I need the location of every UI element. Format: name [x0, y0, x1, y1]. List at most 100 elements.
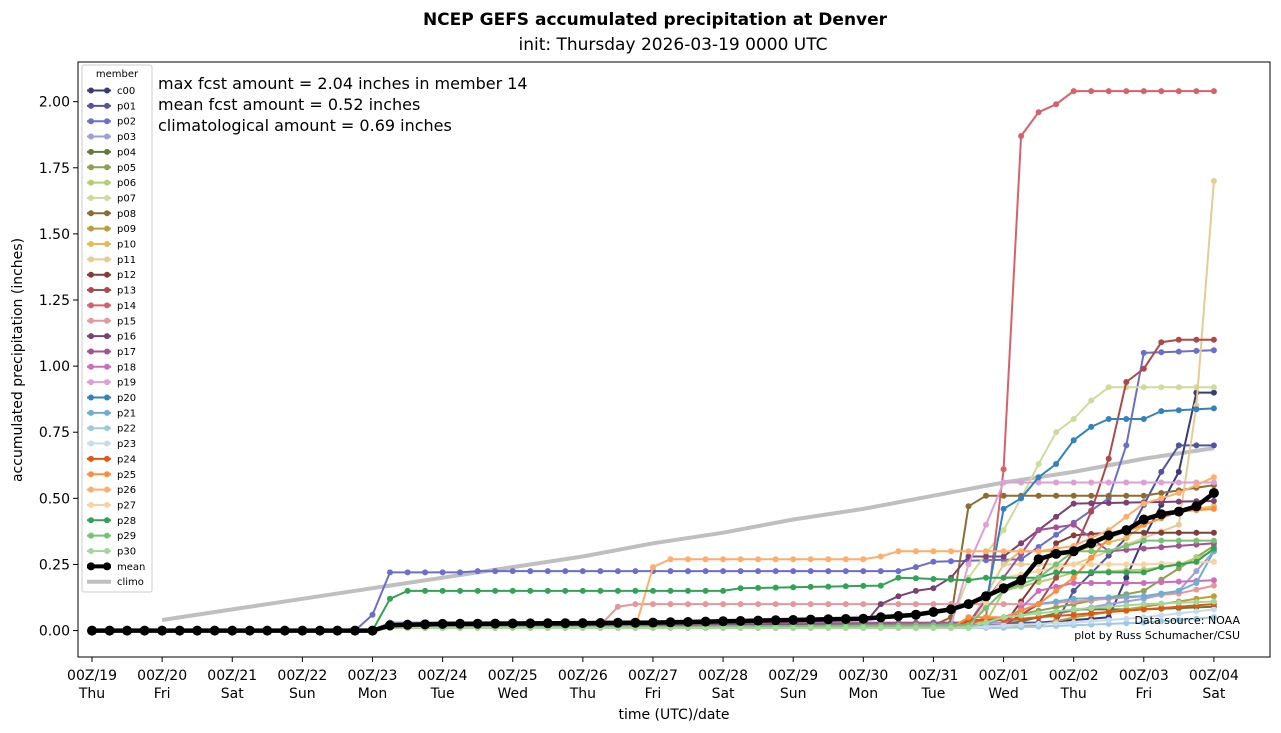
legend-item-p06: p06 [87, 178, 136, 189]
data-point-p13 [1123, 379, 1130, 385]
data-point-mean [630, 617, 641, 628]
data-point-p20 [1035, 474, 1042, 481]
data-point-p08 [1053, 492, 1060, 499]
y-tick-label: 1.25 [39, 293, 70, 309]
data-point-p15 [1193, 586, 1200, 593]
legend-label: c00 [117, 86, 135, 97]
legend-item-climo: climo [87, 577, 144, 588]
data-point-p23 [1053, 620, 1060, 627]
data-point-p02 [755, 568, 762, 575]
data-point-mean [700, 616, 711, 627]
legend-item-p27: p27 [87, 500, 136, 511]
data-point-p19 [1000, 479, 1007, 486]
legend-marker [104, 379, 110, 386]
data-point-p21 [1105, 594, 1112, 601]
series-line-p20 [92, 407, 1214, 632]
legend-label: p15 [117, 316, 136, 327]
data-point-p14 [1123, 88, 1130, 95]
legend-marker [104, 87, 110, 94]
data-point-p19 [1053, 479, 1060, 486]
data-point-mean [174, 625, 185, 636]
data-point-p16 [965, 553, 972, 560]
data-point-p11 [1210, 178, 1217, 184]
data-point-p28 [702, 587, 709, 594]
data-point-p24 [1088, 610, 1095, 617]
data-point-p14 [1175, 88, 1182, 95]
data-point-p02 [1210, 347, 1217, 354]
data-point-p15 [755, 601, 762, 608]
x-tick-date: 00Z/23 [348, 668, 398, 684]
data-point-p30 [1193, 599, 1200, 606]
data-point-mean [1191, 501, 1202, 512]
data-point-p17 [1175, 542, 1182, 549]
data-point-p08 [1140, 492, 1147, 499]
data-point-p02 [544, 568, 551, 575]
data-point-mean [192, 625, 203, 636]
data-point-p17 [1158, 544, 1165, 551]
legend-label: p22 [117, 424, 136, 435]
data-point-p07 [1088, 397, 1095, 404]
data-point-p07 [1210, 384, 1217, 391]
data-point-p28 [509, 587, 516, 594]
data-point-p16 [1070, 500, 1077, 507]
data-point-p02 [492, 568, 499, 575]
data-point-p02 [842, 568, 849, 575]
data-point-p08 [1088, 492, 1095, 499]
data-point-p30 [737, 624, 744, 631]
legend-marker [88, 148, 94, 155]
data-point-mean [577, 618, 588, 629]
data-point-mean [823, 614, 834, 625]
data-point-p28 [667, 587, 674, 594]
data-point-p02 [1193, 347, 1200, 354]
data-point-p26 [842, 556, 849, 563]
data-point-p29 [1140, 537, 1147, 544]
data-point-p02 [720, 568, 727, 575]
legend-label: p27 [117, 500, 136, 511]
annotation-max: max fcst amount = 2.04 inches in member … [158, 74, 528, 93]
data-point-p28 [948, 576, 954, 583]
data-point-p19 [1105, 479, 1112, 486]
data-point-p23 [1123, 615, 1130, 622]
data-point-p16 [983, 553, 989, 560]
x-tick-day: Sat [221, 686, 244, 702]
legend-marker [88, 471, 94, 478]
data-point-p28 [1053, 569, 1060, 576]
data-point-p28 [895, 574, 902, 581]
data-point-mean [507, 618, 518, 629]
x-tick-date: 00Z/03 [1119, 668, 1169, 684]
data-point-p30 [772, 624, 779, 631]
x-tick-day: Tue [430, 686, 455, 702]
data-point-p28 [614, 587, 621, 594]
data-point-p20 [1140, 416, 1147, 422]
data-point-p30 [825, 624, 832, 631]
data-point-p26 [1018, 548, 1025, 555]
legend-label: p26 [117, 485, 136, 496]
data-point-p23 [1193, 608, 1200, 615]
data-point-p02 [527, 568, 534, 575]
data-point-p02 [1035, 544, 1042, 550]
data-point-p28 [632, 587, 639, 594]
data-point-p22 [1123, 620, 1130, 627]
data-point-mean [297, 625, 308, 636]
legend-marker [88, 501, 94, 508]
data-point-p15 [790, 601, 797, 608]
data-point-p28 [842, 583, 849, 590]
legend-marker [104, 333, 110, 340]
data-point-p02 [1158, 349, 1165, 356]
legend-marker [88, 179, 94, 186]
data-point-mean [122, 625, 133, 636]
data-point-mean [648, 617, 658, 628]
data-point-p29 [1158, 537, 1165, 544]
x-tick-date: 00Z/29 [768, 668, 818, 684]
data-point-p21 [1175, 587, 1182, 594]
legend-marker [104, 501, 110, 508]
legend-marker [88, 271, 94, 278]
legend-item-p05: p05 [87, 163, 136, 174]
legend-marker [88, 409, 94, 416]
data-point-p27 [1070, 561, 1077, 568]
series-mean [87, 488, 1219, 636]
data-point-p19 [1140, 479, 1147, 486]
legend-marker [88, 379, 94, 386]
data-point-p17 [1140, 545, 1147, 552]
data-point-p27 [1140, 561, 1147, 568]
